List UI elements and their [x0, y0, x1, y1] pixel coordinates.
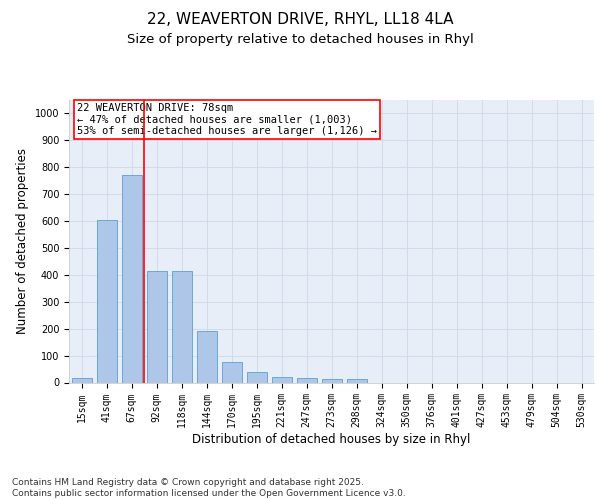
Text: 22, WEAVERTON DRIVE, RHYL, LL18 4LA: 22, WEAVERTON DRIVE, RHYL, LL18 4LA — [147, 12, 453, 28]
Bar — [71, 378, 91, 382]
Text: 22 WEAVERTON DRIVE: 78sqm
← 47% of detached houses are smaller (1,003)
53% of se: 22 WEAVERTON DRIVE: 78sqm ← 47% of detac… — [77, 103, 377, 136]
Bar — [221, 362, 241, 382]
Bar — [97, 220, 116, 382]
X-axis label: Distribution of detached houses by size in Rhyl: Distribution of detached houses by size … — [193, 433, 470, 446]
Bar — [146, 271, 167, 382]
Text: Contains HM Land Registry data © Crown copyright and database right 2025.
Contai: Contains HM Land Registry data © Crown c… — [12, 478, 406, 498]
Bar — [247, 372, 266, 382]
Bar — [347, 380, 367, 382]
Bar — [296, 378, 317, 382]
Bar — [172, 271, 191, 382]
Y-axis label: Number of detached properties: Number of detached properties — [16, 148, 29, 334]
Bar — [197, 330, 217, 382]
Text: Size of property relative to detached houses in Rhyl: Size of property relative to detached ho… — [127, 32, 473, 46]
Bar — [271, 377, 292, 382]
Bar — [322, 380, 341, 382]
Bar — [121, 176, 142, 382]
